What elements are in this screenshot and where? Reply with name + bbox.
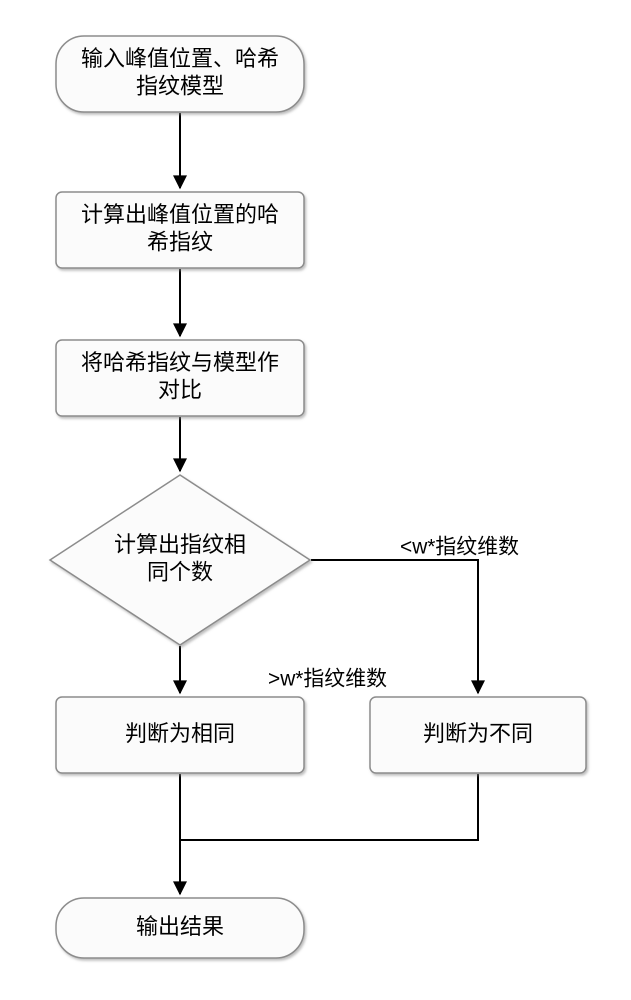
edge-label-e4: >w*指纹维数 xyxy=(268,668,387,691)
node-text: 希指纹 xyxy=(147,230,213,255)
node-text: 计算出指纹相 xyxy=(114,532,246,557)
node-text: 计算出峰值位置的哈 xyxy=(81,202,279,227)
node-text: 对比 xyxy=(158,378,202,403)
node-text: 指纹模型 xyxy=(136,74,224,99)
node-text: 判断为不同 xyxy=(423,721,533,746)
node-text: 输出结果 xyxy=(136,914,224,939)
edge-label-e5: <w*指纹维数 xyxy=(400,536,519,559)
node-text: 同个数 xyxy=(147,560,213,585)
node-text: 判断为相同 xyxy=(125,721,235,746)
edge-e6 xyxy=(180,774,478,840)
node-text: 输入峰值位置、哈希 xyxy=(81,46,279,71)
node-text: 将哈希指纹与模型作 xyxy=(81,350,279,375)
